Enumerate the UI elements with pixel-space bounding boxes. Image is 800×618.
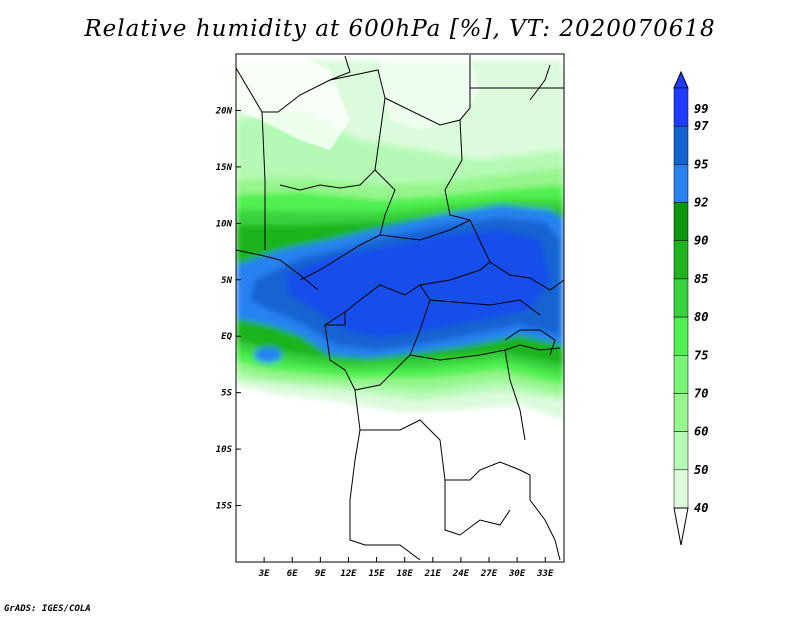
- colorbar-top-arrow: [673, 70, 689, 89]
- lon-tick-label: 9E: [315, 569, 326, 579]
- lon-tick-label: 21E: [424, 569, 442, 579]
- colorbar-segment: [673, 469, 689, 509]
- lat-tick-label: 10S: [216, 445, 233, 455]
- colorbar-label: 40: [694, 501, 708, 515]
- colorbar-segment: [673, 164, 689, 203]
- colorbar-label: 99: [694, 102, 708, 116]
- colorbar-label: 90: [694, 234, 708, 248]
- lat-tick-label: 10N: [216, 219, 233, 229]
- colorbar-segment: [673, 355, 689, 394]
- lon-tick-label: 18E: [397, 569, 414, 579]
- colorbar-segment: [673, 87, 689, 127]
- colorbar-label: 60: [694, 425, 708, 439]
- map-frame: [235, 53, 565, 563]
- colorbar-segment: [673, 278, 689, 318]
- colorbar-segment: [673, 240, 689, 280]
- colorbar-label: 80: [694, 310, 708, 324]
- grads-credit: GrADS: IGES/COLA: [4, 604, 91, 614]
- lon-tick-label: 33E: [536, 569, 554, 579]
- colorbar-segment: [673, 125, 689, 165]
- lon-tick-label: 6E: [287, 569, 298, 579]
- lon-tick-label: 15E: [368, 569, 385, 579]
- lat-tick-label: 20N: [215, 106, 233, 116]
- colorbar: 99 97 95 92 90 85 80 75 70 60 50 40: [673, 70, 709, 546]
- colorbar-segment: [673, 393, 689, 432]
- lat-axis: 20N 15N 10N 5N EQ 5S 10S 15S: [215, 106, 241, 512]
- colorbar-segment: [673, 202, 689, 241]
- lon-tick-label: 12E: [340, 569, 357, 579]
- colorbar-segment: [673, 431, 689, 471]
- colorbar-label: 92: [694, 196, 708, 210]
- lon-tick-label: 30E: [508, 569, 526, 579]
- colorbar-segment: [673, 316, 689, 356]
- lat-tick-label: 5S: [221, 389, 232, 399]
- chart-title: Relative humidity at 600hPa [%], VT: 202…: [84, 16, 716, 42]
- colorbar-label: 75: [694, 348, 708, 362]
- lat-tick-label: 15S: [216, 502, 233, 512]
- colorbar-label: 95: [694, 157, 708, 171]
- lon-tick-label: 3E: [258, 569, 270, 579]
- lon-tick-label: 27E: [480, 569, 498, 579]
- lat-tick-label: 5N: [221, 276, 232, 286]
- colorbar-label: 85: [694, 272, 708, 286]
- lon-tick-label: 24E: [452, 569, 470, 579]
- colorbar-label: 97: [694, 119, 709, 133]
- lat-tick-label: 15N: [216, 163, 233, 173]
- lat-tick-label: EQ: [221, 332, 232, 342]
- country-borders: [235, 55, 565, 561]
- colorbar-label: 70: [694, 386, 708, 400]
- lon-axis: 3E 6E 9E 12E 15E 18E 21E 24E 27E 30E 33E: [258, 557, 554, 579]
- humidity-field: [236, 54, 564, 562]
- colorbar-bottom-arrow: [673, 507, 689, 546]
- colorbar-label: 50: [694, 463, 708, 477]
